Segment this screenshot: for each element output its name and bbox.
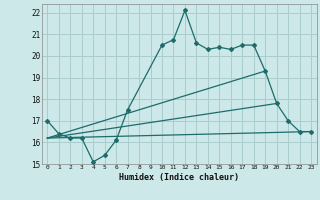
X-axis label: Humidex (Indice chaleur): Humidex (Indice chaleur) — [119, 173, 239, 182]
